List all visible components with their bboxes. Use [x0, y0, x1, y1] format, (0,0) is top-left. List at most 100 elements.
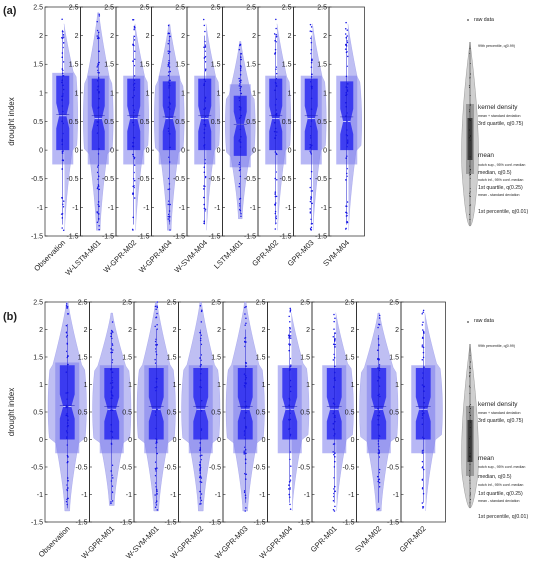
raw-data-point — [245, 507, 247, 509]
y-tick-label: 2.5 — [317, 4, 327, 11]
raw-data-point — [60, 213, 63, 215]
y-tick-label: -1 — [81, 492, 87, 499]
raw-data-point — [378, 377, 381, 379]
legend-raw-point — [469, 367, 471, 369]
raw-data-point — [98, 61, 100, 64]
raw-data-point — [239, 205, 241, 207]
raw-data-point — [275, 82, 277, 85]
y-tick-label: -1 — [285, 205, 291, 212]
raw-data-point — [333, 510, 336, 512]
raw-data-point — [203, 24, 206, 27]
raw-data-point — [66, 484, 68, 486]
raw-data-point — [133, 94, 135, 97]
raw-data-point — [378, 451, 380, 453]
raw-data-point — [199, 461, 201, 463]
raw-data-point — [289, 335, 292, 337]
raw-data-point — [133, 79, 136, 81]
raw-data-point — [199, 337, 202, 340]
raw-data-point — [154, 325, 156, 328]
y-tick-label: -1 — [170, 492, 176, 499]
legend-raw-point — [469, 371, 471, 373]
raw-data-point — [238, 163, 240, 166]
raw-data-point — [167, 52, 170, 55]
raw-data-point — [66, 425, 69, 428]
raw-data-point — [239, 197, 242, 200]
y-tick-label: -1.5 — [253, 519, 265, 526]
raw-data-point — [98, 175, 100, 178]
raw-data-point — [244, 313, 246, 315]
raw-data-point — [274, 137, 276, 139]
y-tick-label: 2.5 — [256, 299, 266, 306]
raw-data-point — [168, 82, 171, 85]
raw-data-point — [274, 228, 277, 230]
raw-data-point — [421, 346, 424, 348]
violin-group-5: -1.5 -1 -0.5 0 0.5 1 1.5 2 2.5 W-GPR-M04 — [253, 299, 313, 561]
raw-data-point — [98, 224, 100, 227]
raw-data-point — [333, 403, 336, 406]
raw-data-point — [65, 331, 68, 333]
raw-data-point — [245, 478, 247, 480]
raw-data-point — [346, 86, 348, 89]
raw-data-point — [167, 218, 169, 220]
y-tick-label: 2 — [146, 33, 150, 40]
raw-data-point — [132, 124, 135, 126]
legend-raw-point — [468, 405, 470, 407]
y-tick-label: -0.5 — [75, 464, 87, 471]
raw-data-point — [309, 208, 311, 210]
raw-data-point — [345, 227, 347, 230]
y-tick-label: -1 — [304, 492, 310, 499]
y-tick-label: 0 — [84, 437, 88, 444]
raw-data-point — [422, 452, 424, 454]
raw-data-point — [169, 50, 171, 53]
raw-data-point — [332, 398, 335, 400]
raw-data-point — [65, 303, 68, 305]
raw-data-point — [332, 451, 334, 453]
raw-data-point — [96, 171, 99, 174]
raw-data-point — [289, 331, 292, 333]
raw-data-point — [377, 367, 379, 369]
y-tick-label: 1 — [217, 90, 221, 97]
raw-data-point — [65, 500, 68, 503]
raw-data-point — [62, 46, 64, 49]
raw-data-point — [289, 412, 291, 415]
raw-data-point — [423, 397, 425, 399]
raw-data-point — [238, 140, 240, 142]
raw-data-point — [240, 58, 242, 61]
raw-data-point — [167, 50, 169, 52]
raw-data-point — [377, 440, 380, 442]
raw-data-point — [244, 448, 247, 451]
y-tick-label: 0.5 — [246, 119, 256, 126]
raw-data-point — [98, 213, 100, 215]
raw-data-point — [62, 88, 65, 91]
raw-data-point — [204, 158, 206, 161]
raw-data-point — [245, 362, 248, 364]
raw-data-point — [67, 456, 69, 458]
y-tick-label: 2.5 — [104, 4, 114, 11]
raw-data-point — [243, 451, 245, 454]
y-tick-label: 0 — [39, 148, 43, 155]
raw-data-point — [204, 97, 207, 99]
legend-raw-point — [469, 502, 471, 504]
raw-data-point — [62, 229, 65, 232]
raw-data-point — [61, 98, 63, 101]
y-tick-label: 1.5 — [167, 354, 177, 361]
raw-data-point — [287, 488, 290, 490]
raw-data-point — [240, 52, 243, 55]
raw-data-point — [199, 490, 201, 493]
raw-data-point — [421, 384, 424, 386]
raw-data-point — [167, 127, 170, 130]
y-tick-label: -1.5 — [102, 233, 114, 240]
raw-data-point — [199, 365, 202, 367]
raw-data-point — [333, 477, 335, 479]
panel-a: (a) drought index -1.5 -1 -0.5 0 0.5 1 1.5 2 2.5 Ob… — [3, 4, 528, 277]
raw-data-point — [274, 204, 276, 206]
raw-data-point — [275, 113, 278, 116]
raw-data-point — [275, 152, 277, 155]
category-label: W-GPR-M01 — [80, 524, 117, 561]
raw-data-point — [289, 433, 292, 436]
raw-data-point — [275, 195, 278, 198]
legend-label-msd_low: mean - standard deviation — [478, 193, 520, 197]
raw-data-point — [169, 133, 171, 135]
raw-data-point — [346, 142, 349, 144]
raw-data-point — [156, 408, 158, 411]
